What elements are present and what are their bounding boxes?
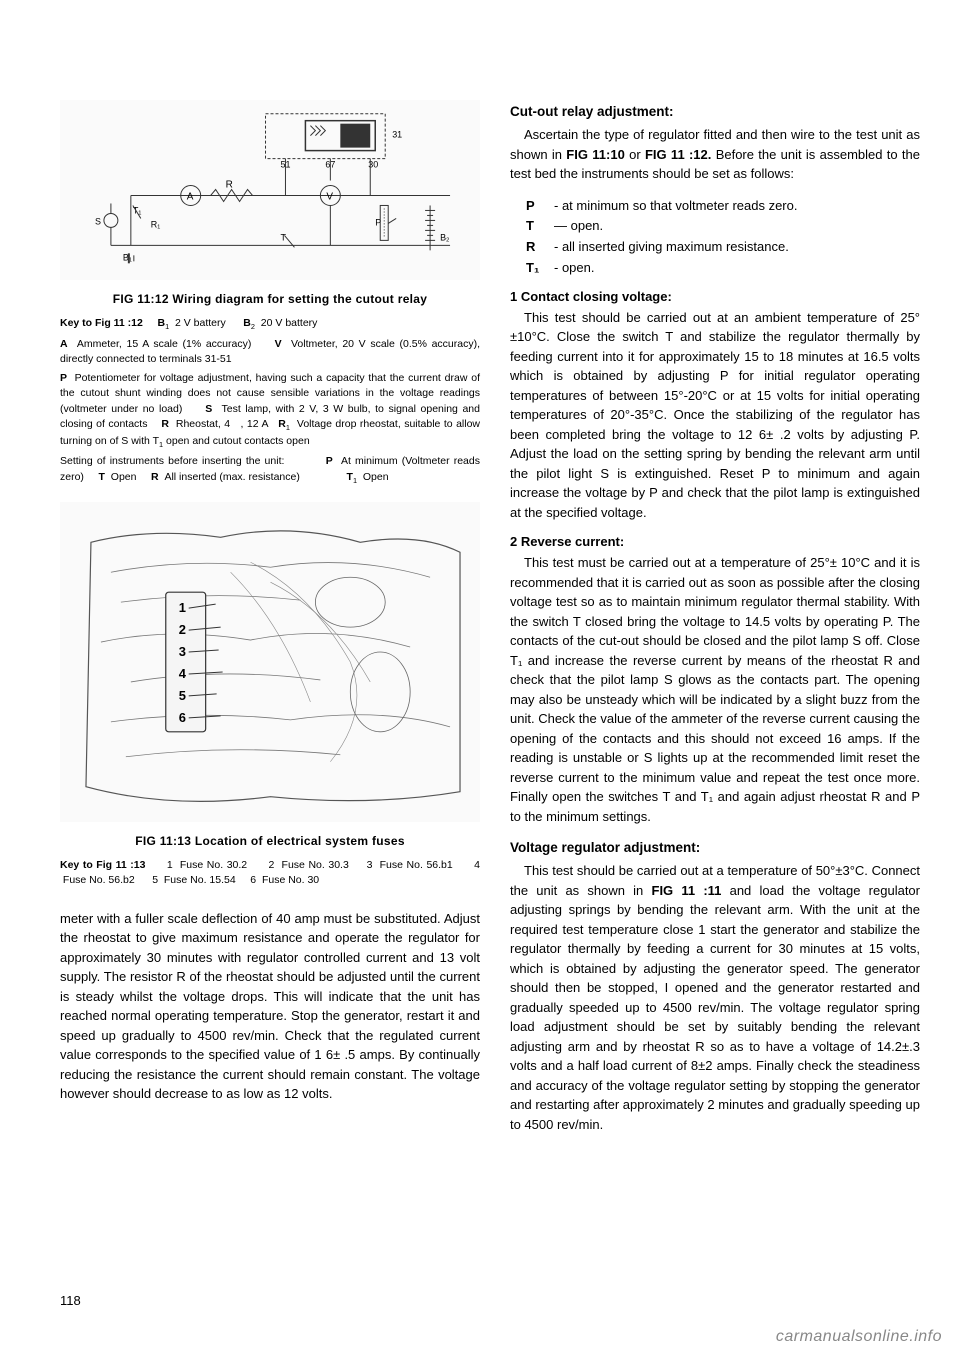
sec2-heading: 2 Reverse current: [510,534,920,549]
fig-11-12-key-0: Key to Fig 11 :12 B1 2 V battery B2 20 V… [60,316,480,333]
svg-text:31: 31 [392,129,402,139]
settings-list: P- at minimum so that voltmeter reads ze… [510,196,920,279]
svg-text:4: 4 [178,666,186,681]
page: 51 67 30 31 A R V T₁ S [0,0,960,1186]
svg-text:B₁: B₁ [122,252,131,262]
figure-11-12-diagram: 51 67 30 31 A R V T₁ S [60,100,480,280]
page-number: 118 [60,1293,81,1308]
svg-text:2: 2 [178,622,185,637]
svg-text:1: 1 [178,600,185,615]
wiring-diagram-svg: 51 67 30 31 A R V T₁ S [71,105,470,276]
svg-text:6: 6 [178,710,185,725]
cutout-heading: Cut-out relay adjustment: [510,104,920,119]
svg-text:S: S [94,216,100,226]
setting-row: P- at minimum so that voltmeter reads ze… [526,196,920,217]
volt-heading: Voltage regulator adjustment: [510,840,920,855]
fig-11-12-key-2: P Potentiometer for voltage adjustment, … [60,371,480,450]
fig-11-12-caption: FIG 11:12 Wiring diagram for setting the… [60,292,480,306]
watermark: carmanualsonline.info [776,1328,942,1346]
fig-11-13-caption: FIG 11:13 Location of electrical system … [60,834,480,848]
figure-11-13-illustration: 1 2 3 4 5 6 [60,502,480,822]
fig-11-12-key-3: Setting of instruments before inserting … [60,454,480,486]
svg-text:B₂: B₂ [440,232,450,242]
setting-row: T— open. [526,216,920,237]
left-body-p1: meter with a fuller scale deflection of … [60,909,480,1104]
svg-text:3: 3 [178,644,185,659]
svg-text:R₁: R₁ [150,219,160,229]
fuse-location-svg: 1 2 3 4 5 6 [71,510,470,814]
sec1-heading: 1 Contact closing voltage: [510,289,920,304]
sec1-p1: This test should be carried out at an am… [510,308,920,523]
svg-text:5: 5 [178,688,185,703]
setting-row: T₁- open. [526,258,920,279]
fig-11-12-key-1: A Ammeter, 15 A scale (1% accuracy) V Vo… [60,337,480,367]
right-column: Cut-out relay adjustment: Ascertain the … [510,100,920,1146]
sec2-p1: This test must be carried out at a tempe… [510,553,920,826]
svg-text:V: V [326,191,333,202]
svg-text:A: A [186,191,193,202]
fig-11-13-key-0: Key to Fig 11 :13 1 Fuse No. 30.2 2 Fuse… [60,858,480,888]
left-column: 51 67 30 31 A R V T₁ S [60,100,480,1146]
volt-p1: This test should be carried out at a tem… [510,861,920,1134]
cutout-p1: Ascertain the type of regulator fitted a… [510,125,920,184]
setting-row: R- all inserted giving maximum resistanc… [526,237,920,258]
